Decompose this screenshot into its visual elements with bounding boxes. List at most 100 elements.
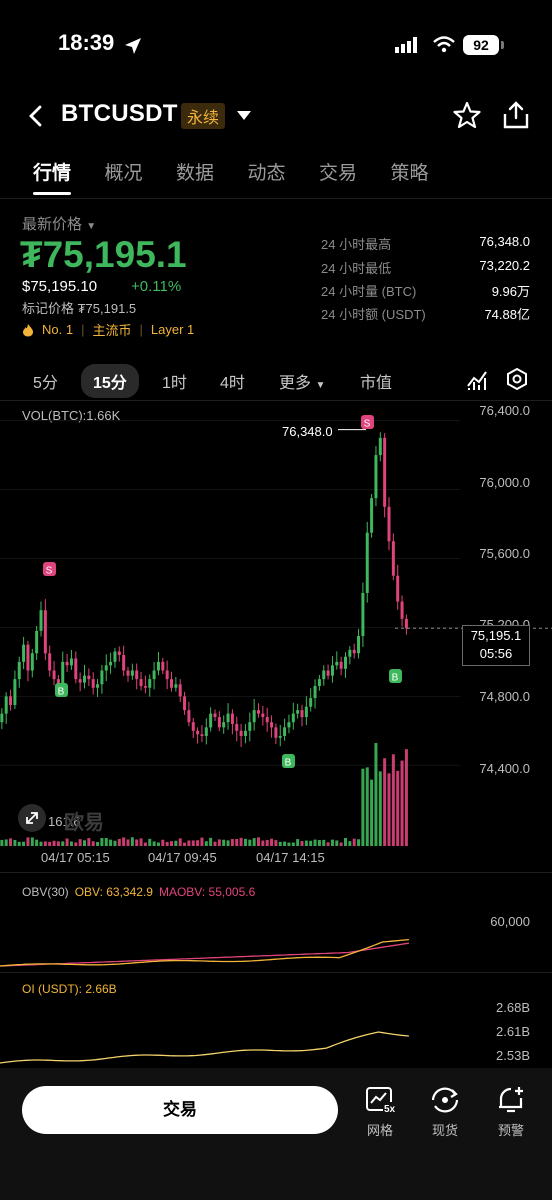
volume-bar [296,839,300,846]
volume-bar [391,754,395,846]
candle-body [248,722,252,731]
volume-bar [248,839,252,846]
candle-body [235,723,239,731]
spot-button[interactable]: 现货 [420,1085,470,1139]
volume-bar [261,840,265,846]
volume-bar [156,842,160,846]
volume-bar [230,839,234,846]
volume-bar [113,840,117,846]
tab-overview[interactable]: 概况 [104,163,143,184]
volume-bar [22,841,26,846]
candle-body [200,734,204,736]
share-icon[interactable] [502,100,530,130]
timeframe-1h[interactable]: 1时 [162,375,187,392]
tab-strategy[interactable]: 策略 [390,163,429,184]
stat-24h-high: 24 小时最高 76,348.0 [321,234,530,252]
tag-row: No. 1 | 主流币 | Layer 1 [22,320,194,339]
volume-bar [148,838,152,846]
volume-bar [56,841,60,846]
candle-body [104,665,108,671]
volume-bar [357,839,361,846]
candle-body [65,661,69,666]
volume-bar [69,841,73,846]
volume-bar [352,838,356,846]
volume-bar [243,838,247,846]
volume-bar [339,842,343,846]
tag-layer1[interactable]: Layer 1 [150,322,195,337]
tab-market[interactable]: 行情 [33,163,72,184]
trade-marker-label: B [58,687,65,698]
volume-bar [48,841,52,846]
obv-chart[interactable] [0,900,552,972]
candle-body [135,670,139,680]
timeframe-more[interactable]: 更多 ▼ [279,375,326,392]
candle-body [344,656,347,669]
candle-body [204,727,208,736]
tag-mainstream[interactable]: 主流币 [92,323,132,338]
last-price-label[interactable]: 最新价格 ▼ [22,216,97,233]
spot-swap-icon [431,1087,459,1113]
candle-body [130,670,134,676]
stat-24h-turnover: 24 小时额 (USDT) 74.88亿 [321,307,530,322]
volume-bar [300,841,304,846]
current-price-tag[interactable]: 75,195.1 05:56 [462,625,530,666]
favorite-star-icon[interactable] [453,101,481,129]
volume-bar [274,840,278,846]
trade-button[interactable]: 交易 [22,1086,338,1134]
volume-bar [65,838,69,846]
oi-legend: OI (USDT): 2.66B [22,982,117,996]
candle-body [243,730,247,736]
open-interest-chart[interactable] [0,995,552,1065]
volume-bar [204,841,208,846]
symbol-title[interactable]: BTCUSDT [61,100,178,127]
candle-body [35,630,39,654]
grid-button[interactable]: 5x 网格 [355,1085,405,1139]
candle-body [52,670,56,680]
symbol-dropdown-icon[interactable] [236,110,252,122]
timeframe-4h[interactable]: 4时 [220,375,245,392]
back-icon[interactable] [26,104,46,128]
volume-bar [9,838,13,846]
fire-icon [23,323,33,336]
candle-body [257,710,260,714]
trade-marker [43,562,56,576]
alert-button[interactable]: 预警 [486,1085,536,1139]
candle-body [283,727,287,736]
candle-body [39,610,43,631]
tag-rank[interactable]: No. 1 [42,322,74,337]
candlestick-chart[interactable]: S S B B B [0,400,552,870]
indicator-icon[interactable] [466,368,488,390]
volume-bar [78,839,82,846]
expand-chart-button[interactable] [18,804,46,832]
battery-indicator: 92 [463,35,504,55]
candle-body [330,665,334,676]
trade-marker [389,669,402,683]
candle-body [4,696,8,714]
candle-body [274,727,278,738]
candle-body [152,670,156,680]
candle-body [348,649,352,657]
volume-bar [87,838,91,846]
volume-bar [122,837,126,846]
candle-body [335,661,339,666]
chart-settings-icon[interactable] [506,368,528,390]
candle-body [122,655,126,671]
market-cap-tab[interactable]: 市值 [360,375,393,392]
timeframe-15m[interactable]: 15分 [81,364,139,398]
tab-trade[interactable]: 交易 [319,163,358,184]
y-axis-label: 74,800.0 [479,689,530,704]
volume-bar [270,838,274,846]
timeframe-5m[interactable]: 5分 [33,375,58,392]
volume-bar [404,749,408,846]
volume-bar [183,842,187,846]
candle-body [309,698,313,707]
volume-bar [330,839,334,846]
x-axis-label: 04/17 14:15 [256,850,325,865]
candle-body [17,661,21,680]
oi-line [0,1031,409,1064]
tab-data[interactable]: 数据 [176,163,215,184]
candle-body [352,649,356,654]
volume-bar [278,841,282,846]
tab-news[interactable]: 动态 [247,163,286,184]
volume-bar [143,842,147,846]
